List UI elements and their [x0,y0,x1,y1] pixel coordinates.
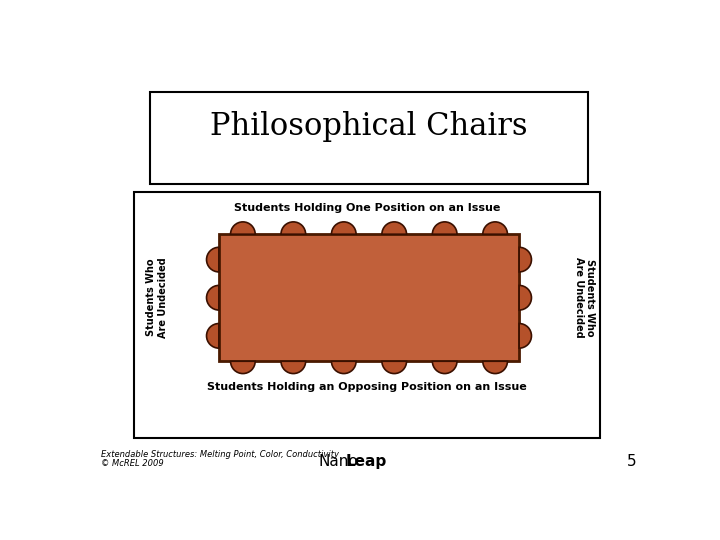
Wedge shape [281,361,306,374]
Wedge shape [519,323,531,348]
Wedge shape [519,247,531,272]
Text: Students Holding an Opposing Position on an Issue: Students Holding an Opposing Position on… [207,382,527,393]
Text: Students Who
Are Undecided: Students Who Are Undecided [574,258,595,338]
Wedge shape [483,361,508,374]
FancyBboxPatch shape [150,92,588,184]
Wedge shape [382,361,407,374]
Wedge shape [331,222,356,234]
Text: Leap: Leap [346,454,387,469]
Wedge shape [483,222,508,234]
Wedge shape [432,361,457,374]
Text: Students Who
Are Undecided: Students Who Are Undecided [146,258,168,338]
Text: 5: 5 [627,454,637,469]
Text: Nano: Nano [319,454,359,469]
Text: Extendable Structures: Melting Point, Color, Conductivity: Extendable Structures: Melting Point, Co… [101,450,339,459]
Wedge shape [207,247,219,272]
Wedge shape [331,361,356,374]
Wedge shape [207,286,219,310]
Wedge shape [230,361,255,374]
Text: © McREL 2009: © McREL 2009 [101,459,163,468]
Text: Students Holding One Position on an Issue: Students Holding One Position on an Issu… [234,203,500,213]
Wedge shape [519,286,531,310]
FancyBboxPatch shape [219,234,519,361]
Wedge shape [382,222,407,234]
Wedge shape [281,222,306,234]
Wedge shape [207,323,219,348]
Wedge shape [230,222,255,234]
FancyBboxPatch shape [134,192,600,438]
Text: Philosophical Chairs: Philosophical Chairs [210,111,528,143]
Wedge shape [432,222,457,234]
